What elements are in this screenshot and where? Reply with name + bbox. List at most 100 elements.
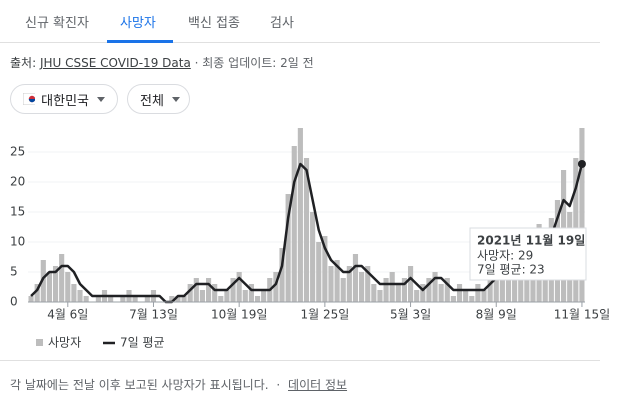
- x-tick-label: 11월 15일: [554, 308, 610, 322]
- tooltip-box: [469, 227, 587, 281]
- x-tick-label: 1월 25일: [300, 308, 349, 322]
- bar: [463, 290, 469, 302]
- bar: [83, 296, 89, 302]
- country-label: 대한민국: [41, 93, 89, 109]
- bar: [499, 272, 505, 302]
- bar: [65, 272, 71, 302]
- bar: [420, 284, 426, 302]
- bar: [59, 254, 65, 302]
- y-tick-label: 5: [10, 265, 18, 279]
- tooltip-line: 사망자: 29: [477, 249, 533, 263]
- bar: [28, 296, 34, 302]
- bar: [40, 260, 46, 302]
- bar: [175, 296, 181, 302]
- update-text: · 최종 업데이트: 2일 전: [194, 56, 314, 70]
- bar: [242, 290, 248, 302]
- bar: [230, 278, 236, 302]
- bar: [181, 296, 187, 302]
- bar: [456, 284, 463, 302]
- source-label: 출처:: [10, 56, 37, 70]
- bar: [316, 242, 322, 302]
- divider: [0, 360, 600, 361]
- data-info-link[interactable]: 데이터 정보: [288, 378, 348, 392]
- bar: [224, 290, 230, 302]
- bar: [285, 194, 291, 302]
- bar: [261, 290, 267, 302]
- bar: [487, 278, 493, 302]
- country-dropdown[interactable]: 대한민국: [10, 84, 118, 114]
- bar: [505, 260, 512, 302]
- avg-line: [30, 162, 584, 304]
- source-link[interactable]: JHU CSSE COVID-19 Data: [39, 56, 191, 70]
- bar: [334, 260, 340, 302]
- bar: [383, 278, 389, 302]
- legend-label: 사망자: [48, 336, 81, 350]
- bar: [395, 284, 401, 302]
- bar: [310, 212, 316, 302]
- bar: [401, 278, 408, 302]
- tab[interactable]: 신규 확진자: [25, 16, 89, 31]
- bar: [438, 284, 444, 302]
- bar: [46, 272, 52, 302]
- source-line: 출처: JHU CSSE COVID-19 Data · 최종 업데이트: 2일…: [10, 54, 314, 71]
- x-tick-label: 7월 13일: [129, 308, 178, 322]
- bar: [450, 296, 456, 302]
- y-tick-label: 0: [10, 295, 18, 309]
- bar: [365, 266, 371, 302]
- bar: [481, 290, 487, 302]
- x-tick-label: 4월 6일: [47, 308, 88, 322]
- bar: [108, 296, 114, 302]
- bar: [303, 158, 310, 302]
- bar: [248, 284, 254, 302]
- tab-indicator: [107, 40, 173, 43]
- bar: [579, 128, 585, 302]
- tab-divider: [0, 42, 600, 43]
- x-tick-label: 10월 19일: [211, 308, 267, 322]
- tab[interactable]: 검사: [270, 16, 294, 31]
- bar: [432, 272, 438, 302]
- footer: 각 날짜에는 전날 이후 보고된 사망자가 표시됩니다. · 데이터 정보: [10, 376, 347, 393]
- bar: [71, 284, 77, 302]
- bar: [371, 284, 377, 302]
- bar: [169, 296, 175, 302]
- bar: [469, 296, 475, 302]
- y-tick-label: 25: [10, 145, 25, 159]
- hover-dot: [577, 160, 586, 168]
- bar: [493, 266, 499, 302]
- bar: [212, 284, 218, 302]
- tooltip-title: 2021년 11월 19일: [477, 233, 585, 248]
- bar: [291, 146, 297, 302]
- bar: [52, 266, 59, 302]
- tooltip-line: 7일 평균: 23: [477, 263, 545, 277]
- bar: [218, 296, 224, 302]
- bar: [328, 266, 334, 302]
- bar: [444, 278, 450, 302]
- bar: [187, 284, 193, 302]
- bar: [205, 278, 212, 302]
- bar: [144, 296, 150, 302]
- bar: [475, 284, 481, 302]
- bar: [297, 128, 303, 302]
- tab-selected[interactable]: 사망자: [120, 16, 156, 31]
- bar: [352, 254, 359, 302]
- bar: [193, 278, 199, 302]
- range-label: 전체: [140, 93, 164, 109]
- tab[interactable]: 백신 접종: [188, 16, 240, 31]
- x-tick-label: 8월 9일: [476, 308, 517, 322]
- bar: [340, 278, 346, 302]
- bar: [95, 296, 101, 302]
- bar: [389, 272, 395, 302]
- bar: [407, 266, 414, 302]
- bar: [273, 272, 279, 302]
- bar: [236, 272, 242, 302]
- bar: [377, 290, 383, 302]
- legend-label: 7일 평균: [120, 336, 165, 350]
- range-dropdown[interactable]: 전체: [127, 84, 190, 114]
- bar: [199, 290, 206, 302]
- bar: [77, 290, 83, 302]
- bar: [120, 296, 126, 302]
- bar: [254, 296, 261, 302]
